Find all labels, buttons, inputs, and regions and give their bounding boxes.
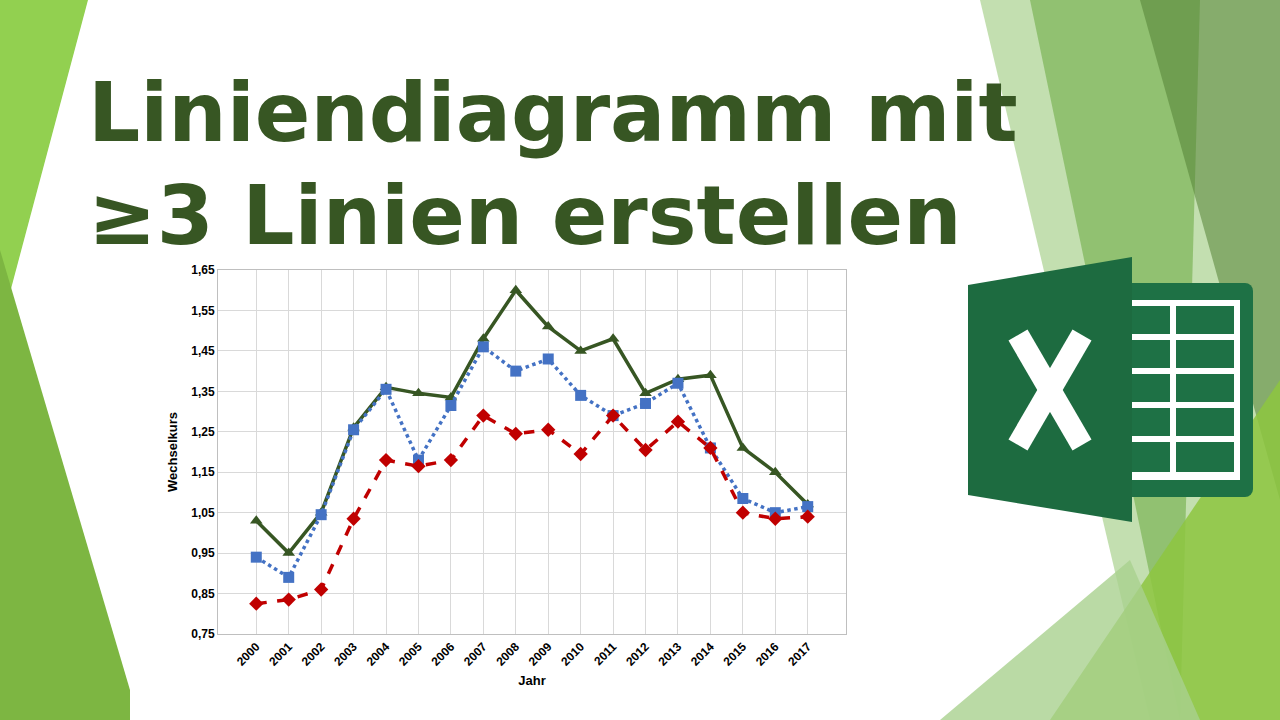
svg-text:2001: 2001 [266, 640, 295, 669]
svg-text:2009: 2009 [526, 640, 555, 669]
svg-text:0,75: 0,75 [191, 627, 215, 641]
svg-text:2012: 2012 [623, 640, 652, 669]
svg-text:0,85: 0,85 [191, 587, 215, 601]
svg-text:1,15: 1,15 [191, 465, 215, 479]
svg-text:2008: 2008 [493, 640, 522, 669]
html-text:≥3 Linien erstellen: ≥3 Linien erstellen [88, 168, 962, 263]
svg-text:2011: 2011 [591, 640, 620, 669]
svg-text:2017: 2017 [785, 640, 814, 669]
svg-text:2014: 2014 [688, 640, 717, 669]
svg-text:2003: 2003 [331, 640, 360, 669]
svg-text:2010: 2010 [558, 640, 587, 669]
svg-text:1,65: 1,65 [191, 263, 215, 277]
svg-text:2005: 2005 [396, 640, 425, 669]
svg-text:1,25: 1,25 [191, 425, 215, 439]
svg-text:1,35: 1,35 [191, 385, 215, 399]
svg-text:2016: 2016 [753, 640, 782, 669]
svg-text:1,45: 1,45 [191, 344, 215, 358]
svg-text:0,95: 0,95 [191, 546, 215, 560]
svg-text:2015: 2015 [720, 640, 749, 669]
svg-text:1,55: 1,55 [191, 304, 215, 318]
svg-text:2002: 2002 [299, 640, 328, 669]
svg-text:2004: 2004 [364, 640, 393, 669]
svg-text:2006: 2006 [428, 640, 457, 669]
svg-text:1,05: 1,05 [191, 506, 215, 520]
svg-text:2007: 2007 [461, 640, 490, 669]
svg-text:Wechselkurs: Wechselkurs [165, 412, 180, 492]
html-text:Liniendiagramm mit: Liniendiagramm mit [88, 65, 1018, 160]
svg-text:2000: 2000 [234, 640, 263, 669]
svg-text:Jahr: Jahr [518, 673, 545, 688]
svg-text:2013: 2013 [656, 640, 685, 669]
